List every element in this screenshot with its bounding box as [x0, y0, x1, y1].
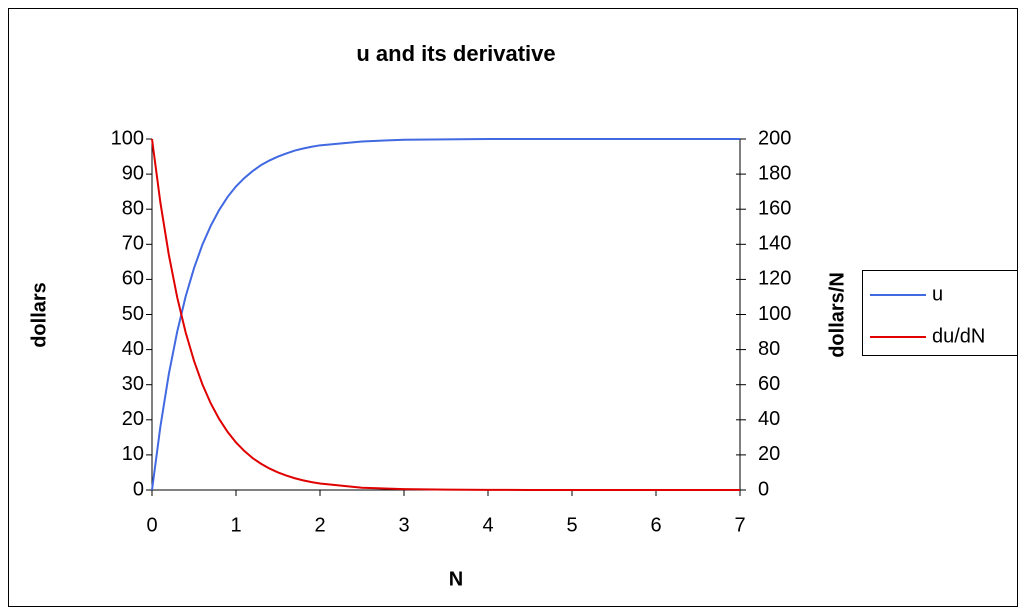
- x-tick-label: 5: [566, 514, 577, 536]
- y-tick-label: 50: [122, 303, 144, 325]
- y-tick-label: 0: [133, 478, 144, 500]
- legend-box: [862, 270, 1018, 356]
- y-tick-label: 10: [122, 443, 144, 465]
- y2-tick-label: 20: [758, 443, 780, 465]
- x-tick-label: 3: [398, 514, 409, 536]
- y2-tick-label: 180: [758, 162, 791, 184]
- x-tick-label: 4: [482, 514, 493, 536]
- x-tick-label: 2: [314, 514, 325, 536]
- y-tick-label: 30: [122, 373, 144, 395]
- y-tick-label: 100: [111, 127, 144, 149]
- chart-title: u and its derivative: [356, 41, 555, 66]
- y2-tick-label: 160: [758, 197, 791, 219]
- y2-tick-label: 0: [758, 478, 769, 500]
- x-tick-label: 1: [230, 514, 241, 536]
- y2-tick-label: 140: [758, 233, 791, 255]
- x-tick-label: 7: [734, 514, 745, 536]
- y2-tick-label: 100: [758, 303, 791, 325]
- series-line: [151, 138, 740, 491]
- y-tick-label: 80: [122, 197, 144, 219]
- y-tick-label: 40: [122, 338, 144, 360]
- y-tick-label: 90: [122, 162, 144, 184]
- y2-tick-label: 80: [758, 338, 780, 360]
- x-axis-label: N: [449, 568, 463, 590]
- chart-border: [8, 8, 1018, 607]
- y2-axis-label: dollars/N: [826, 272, 848, 358]
- x-tick-label: 0: [146, 514, 157, 536]
- legend-label: du/dN: [932, 325, 985, 347]
- y-tick-label: 20: [122, 408, 144, 430]
- legend-label: u: [932, 283, 943, 305]
- y2-tick-label: 40: [758, 408, 780, 430]
- y-axis-label: dollars: [28, 282, 50, 348]
- y-tick-label: 60: [122, 268, 144, 290]
- y2-tick-label: 60: [758, 373, 780, 395]
- x-tick-label: 6: [650, 514, 661, 536]
- y2-tick-label: 200: [758, 127, 791, 149]
- y2-tick-label: 120: [758, 268, 791, 290]
- y-tick-label: 70: [122, 233, 144, 255]
- series-line: [151, 138, 740, 491]
